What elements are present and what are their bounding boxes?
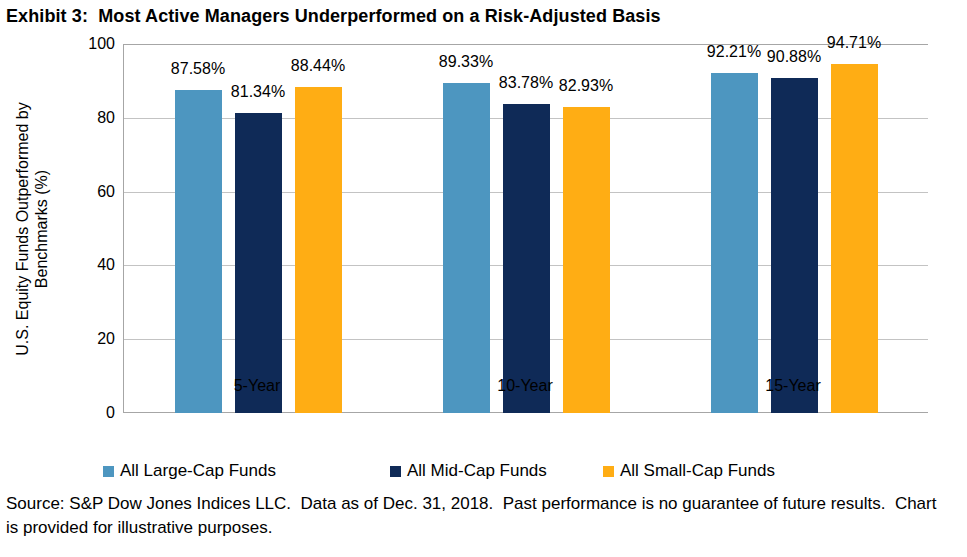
- plot-area: 87.58%81.34%88.44%89.33%83.78%82.93%92.2…: [123, 44, 928, 413]
- bar: [235, 113, 282, 413]
- bar-value-label: 89.33%: [420, 53, 512, 71]
- legend-swatch-icon: [103, 466, 114, 477]
- bar: [711, 73, 758, 413]
- bar-value-label: 81.34%: [212, 83, 304, 101]
- bar: [175, 90, 222, 413]
- legend-swatch-icon: [390, 466, 401, 477]
- x-tick-label: 15-Year: [723, 377, 863, 395]
- legend-item: All Mid-Cap Funds: [390, 461, 547, 481]
- y-tick-label: 100: [55, 35, 115, 53]
- legend-item: All Large-Cap Funds: [103, 461, 276, 481]
- chart-legend: All Large-Cap Funds All Mid-Cap Funds All …: [0, 461, 967, 485]
- legend-label: All Small-Cap Funds: [620, 461, 775, 481]
- bar: [443, 83, 490, 413]
- bar-value-label: 88.44%: [272, 57, 364, 75]
- bar-value-label: 87.58%: [152, 60, 244, 78]
- x-tick-label: 5-Year: [187, 377, 327, 395]
- exhibit-page: Exhibit 3: Most Active Managers Underper…: [0, 0, 967, 557]
- bar: [771, 78, 818, 413]
- bar-value-label: 94.71%: [808, 34, 900, 52]
- bar: [295, 87, 342, 413]
- legend-label: All Mid-Cap Funds: [407, 461, 547, 481]
- legend-label: All Large-Cap Funds: [120, 461, 276, 481]
- y-tick-label: 60: [55, 183, 115, 201]
- y-tick-label: 80: [55, 109, 115, 127]
- y-axis-title: U.S. Equity Funds Outperformed by Benchm…: [8, 44, 56, 413]
- x-tick-label: 10-Year: [455, 377, 595, 395]
- bar-chart: U.S. Equity Funds Outperformed by Benchm…: [0, 0, 967, 460]
- legend-swatch-icon: [603, 466, 614, 477]
- y-tick-label: 20: [55, 330, 115, 348]
- bar: [503, 104, 550, 413]
- y-tick-label: 0: [55, 404, 115, 422]
- bar: [831, 64, 878, 413]
- y-axis-title-line2: Benchmarks (%): [32, 44, 51, 413]
- y-axis-title-line1: U.S. Equity Funds Outperformed by: [13, 44, 32, 413]
- source-note: Source: S&P Dow Jones Indices LLC. Data …: [6, 492, 944, 540]
- bar-value-label: 82.93%: [540, 77, 632, 95]
- bar: [563, 107, 610, 413]
- legend-item: All Small-Cap Funds: [603, 461, 775, 481]
- y-tick-label: 40: [55, 256, 115, 274]
